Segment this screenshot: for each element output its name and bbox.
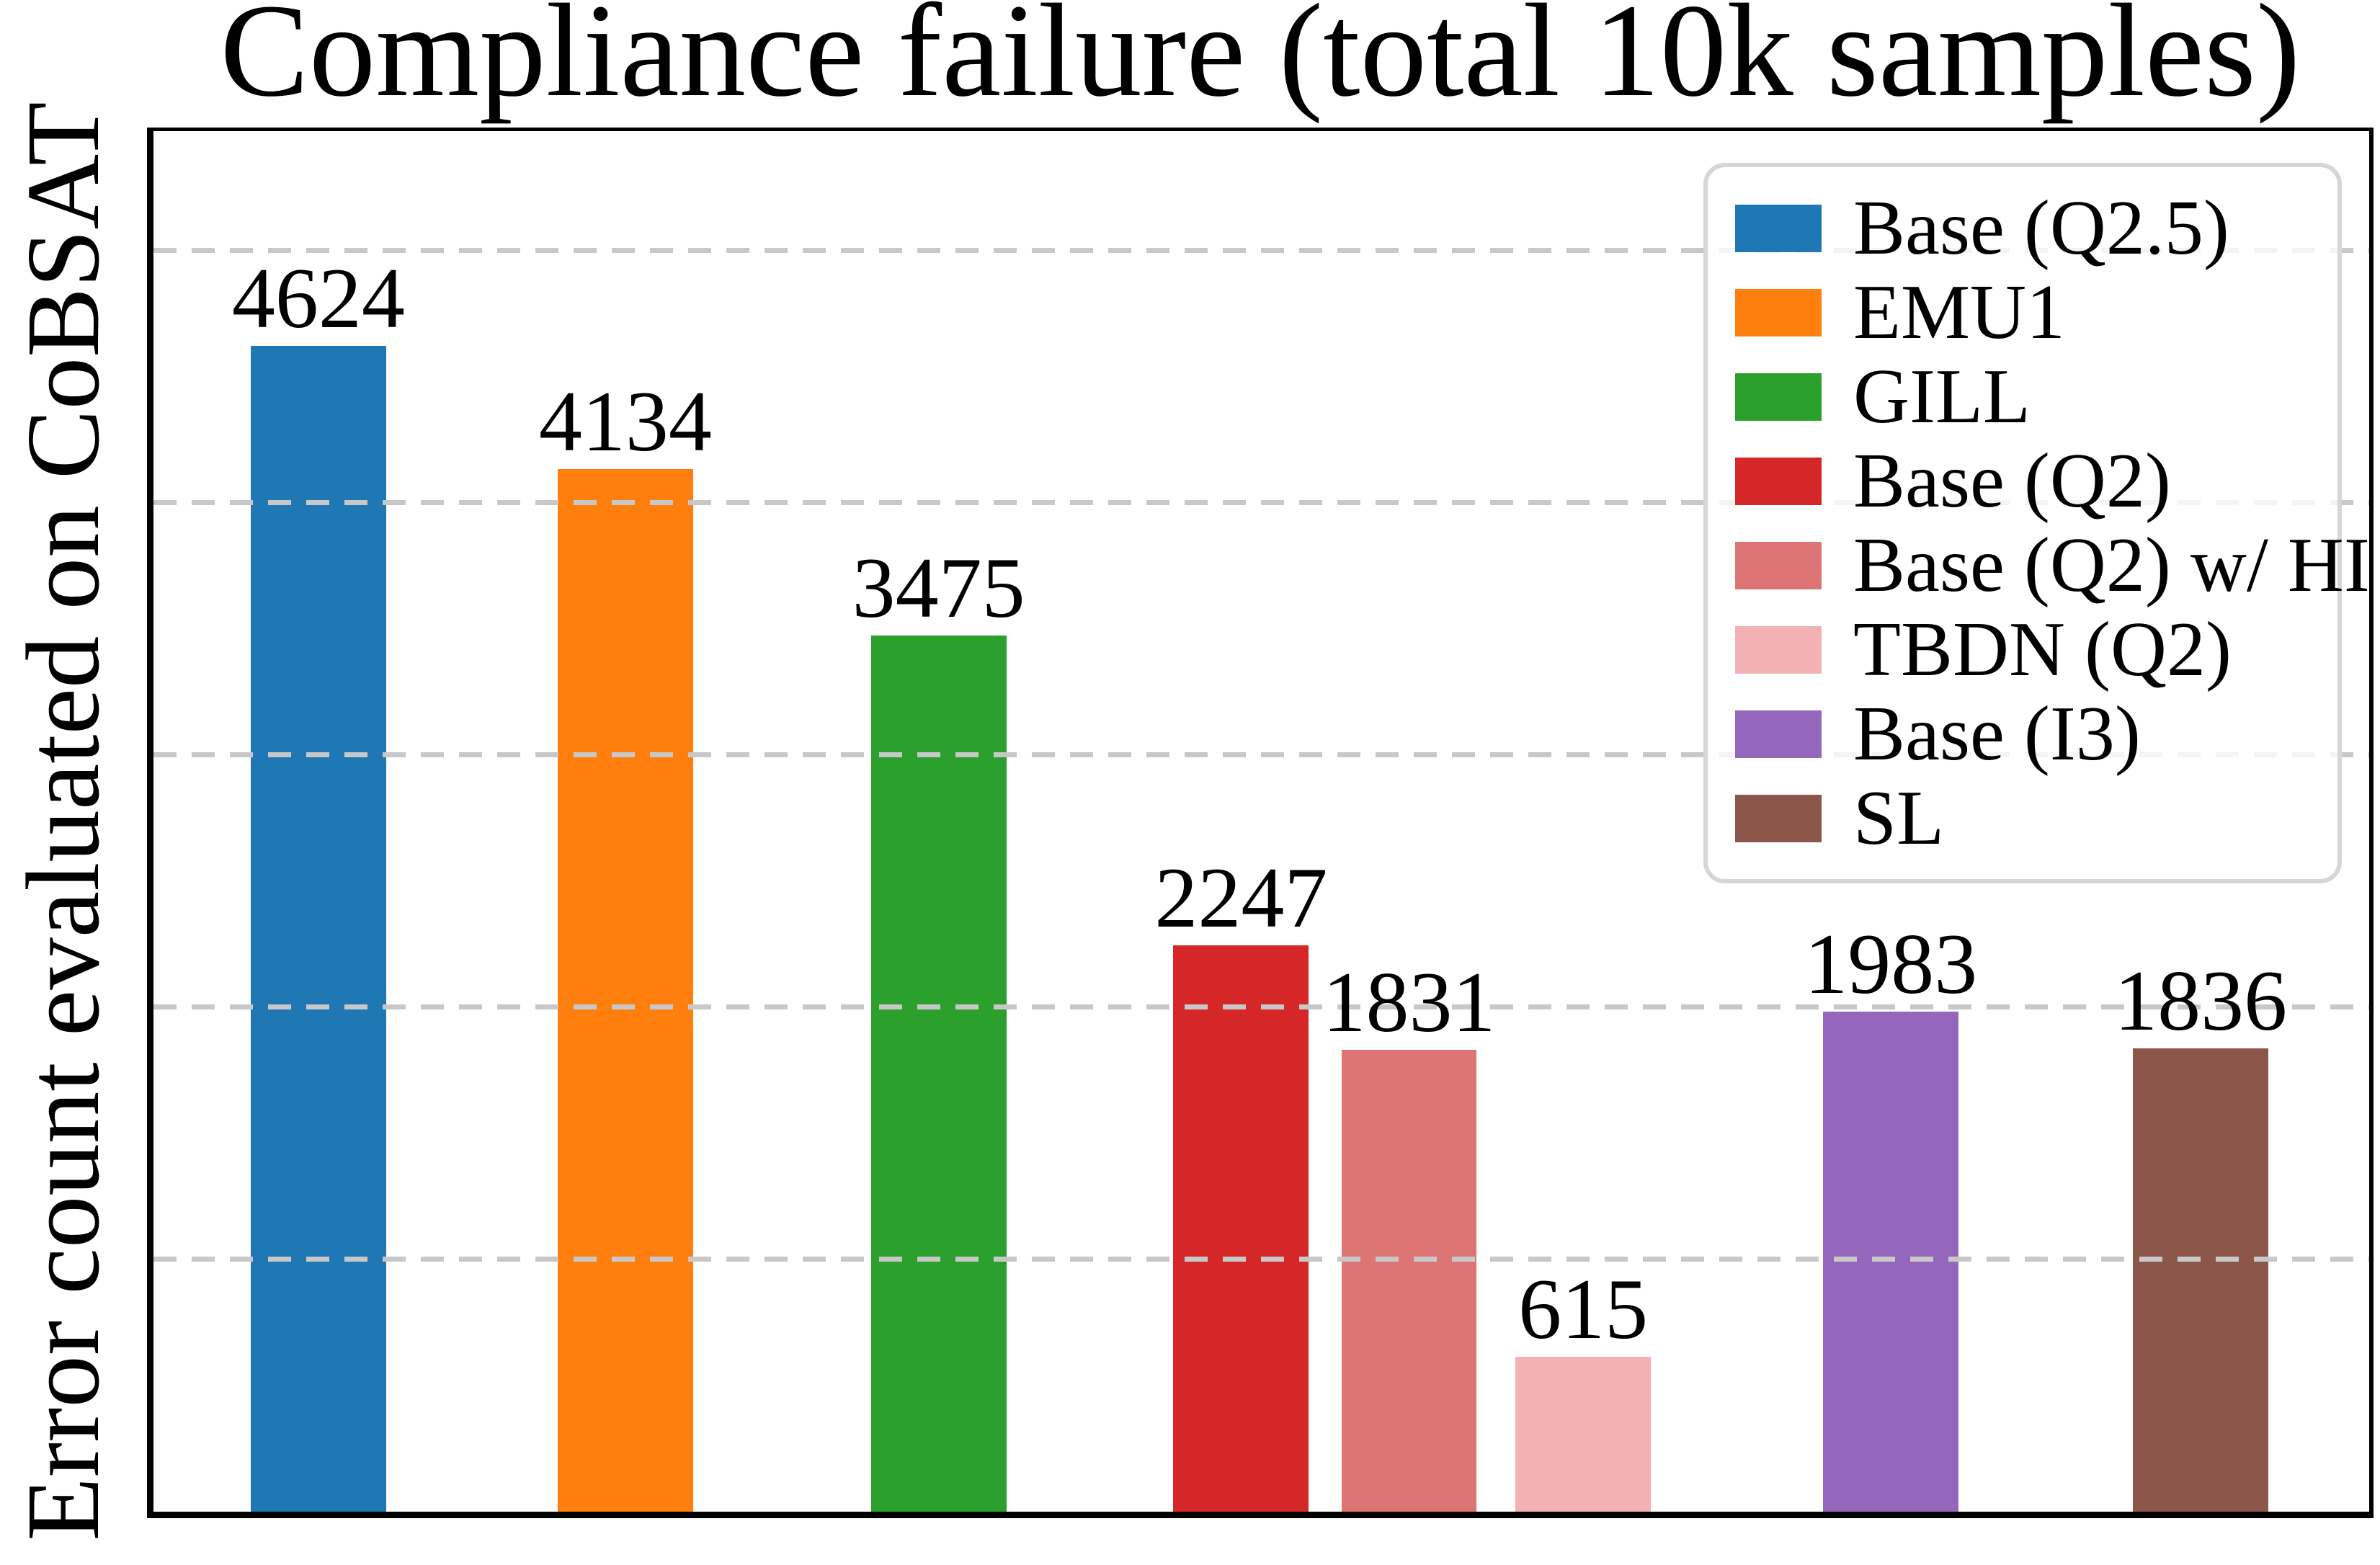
legend-label-base-q2: Base (Q2) [1853, 437, 2171, 524]
legend-entry-emu1: EMU1 [1735, 270, 2310, 355]
chart-title: Compliance failure (total 10k samples) [220, 0, 2301, 125]
plot-area: 4624 4134 3475 2247 1831 615 1983 1836 Base (Q2… [147, 128, 2374, 1518]
bar-sl [2133, 1048, 2269, 1512]
bar-value-label-base-i3: 1983 [1804, 915, 1978, 1012]
legend-swatch-sl [1735, 794, 1822, 842]
legend-entry-base-q2-w-hi: Base (Q2) w/ HI [1735, 523, 2370, 607]
bar-gill [870, 635, 1007, 1512]
bar-value-label-base-q2-5: 4624 [231, 249, 405, 346]
legend-swatch-emu1 [1735, 288, 1822, 336]
legend-label-tbdn-q2: TBDN (Q2) [1853, 606, 2232, 692]
bar-value-label-tbdn-q2: 615 [1518, 1260, 1649, 1357]
bar-value-label-base-q2-w-hi: 1831 [1322, 954, 1496, 1051]
legend-entry-tbdn-q2: TBDN (Q2) [1735, 607, 2310, 692]
legend-swatch-tbdn-q2 [1735, 625, 1822, 674]
legend-swatch-base-q2-w-hi [1735, 541, 1822, 589]
legend-entry-sl: SL [1735, 776, 2310, 860]
bar-value-label-base-q2: 2247 [1154, 849, 1328, 945]
legend-entry-base-q2-5: Base (Q2.5) [1735, 186, 2310, 270]
legend-label-base-q2-5: Base (Q2.5) [1853, 184, 2229, 271]
gridline-3000 [153, 752, 2369, 758]
legend-entry-gill: GILL [1735, 355, 2310, 439]
legend-label-sl: SL [1853, 775, 1945, 861]
legend-swatch-base-q2 [1735, 457, 1822, 505]
gridline-2000 [153, 1004, 2369, 1010]
bar-emu1 [557, 469, 693, 1512]
bar-value-label-sl: 1836 [2114, 953, 2288, 1049]
legend-swatch-gill [1735, 373, 1822, 421]
gridline-4000 [153, 500, 2369, 506]
bar-value-label-gill: 3475 [852, 539, 1025, 636]
legend-entry-base-i3: Base (I3) [1735, 692, 2310, 776]
y-axis-label: Error count evaluated on CoBSAT [6, 102, 121, 1541]
bar-base-q2-5 [250, 345, 386, 1512]
legend-swatch-base-q2-5 [1735, 204, 1822, 252]
legend-swatch-base-i3 [1735, 710, 1822, 758]
gridline-5000 [153, 248, 2369, 254]
legend-label-base-q2-w-hi: Base (Q2) w/ HI [1853, 522, 2370, 608]
legend: Base (Q2.5) EMU1 GILL Base (Q2) Base (Q2) w/… [1703, 163, 2370, 883]
bar-base-q2-w-hi [1341, 1050, 1477, 1512]
legend-label-base-i3: Base (I3) [1853, 690, 2141, 777]
bar-tbdn-q2 [1515, 1356, 1652, 1512]
gridline-1000 [153, 1257, 2369, 1262]
bar-value-label-emu1: 4134 [538, 373, 712, 470]
legend-entry-base-q2: Base (Q2) [1735, 439, 2310, 523]
legend-label-gill: GILL [1853, 353, 2031, 440]
bar-base-q2 [1173, 945, 1309, 1512]
legend-label-emu1: EMU1 [1853, 269, 2065, 355]
